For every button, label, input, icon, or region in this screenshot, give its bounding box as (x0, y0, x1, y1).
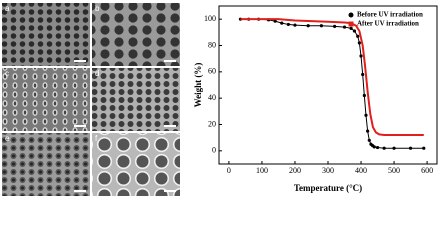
data-point (359, 54, 363, 58)
data-point (367, 138, 371, 142)
series-line (240, 18, 424, 149)
x-tick-label: 0 (227, 166, 231, 175)
scale-bar (164, 190, 176, 192)
x-tick-label: 600 (421, 166, 433, 175)
data-point (352, 29, 357, 33)
data-point (372, 145, 376, 149)
data-point (333, 24, 337, 29)
data-point (422, 146, 426, 150)
scale-bar (74, 60, 86, 62)
sem-image (92, 68, 180, 131)
x-tick-label: 100 (256, 166, 268, 175)
data-point (342, 25, 347, 29)
data-point (293, 23, 297, 27)
panel-label: b (95, 4, 100, 13)
x-axis-label: Temperature (°C) (294, 183, 362, 193)
plot-frame (218, 5, 438, 165)
data-point (319, 24, 323, 28)
data-point (364, 113, 368, 117)
sem-image (2, 3, 90, 66)
y-tick-label: 60 (208, 67, 216, 76)
y-tick-label: 80 (208, 40, 216, 49)
data-point (280, 21, 284, 25)
data-point (408, 146, 413, 150)
legend-marker (348, 12, 354, 18)
data-point (392, 146, 396, 150)
data-point (306, 24, 310, 28)
y-tick-label: 0 (212, 146, 216, 155)
data-point (361, 72, 365, 77)
y-tick-label: 100 (204, 14, 216, 23)
y-tick-label: 20 (208, 119, 216, 128)
panel-label: e (5, 134, 10, 143)
sem-image (2, 68, 90, 131)
scale-bar (164, 60, 176, 62)
panel-label: c (5, 69, 9, 78)
data-point (357, 41, 361, 45)
sem-image (92, 133, 180, 196)
y-tick-label: 40 (208, 93, 216, 102)
data-point (273, 19, 277, 23)
x-tick-label: 400 (355, 166, 367, 175)
legend-label: After UV irradiation (357, 20, 419, 28)
scale-bar (74, 125, 86, 127)
panel-label: f (95, 134, 98, 143)
data-point (375, 145, 380, 150)
x-tick-label: 300 (322, 166, 334, 175)
data-point (362, 93, 366, 98)
x-tick-label: 500 (388, 166, 400, 175)
data-point (366, 129, 370, 133)
legend-label: Before UV irradiation (357, 11, 423, 19)
scale-bar (164, 125, 176, 127)
scale-bar (74, 190, 86, 192)
data-point (286, 22, 290, 27)
x-tick-label: 200 (289, 166, 301, 175)
series-line (240, 18, 424, 137)
sem-image (2, 133, 90, 196)
panel-label: d (95, 69, 99, 78)
figure: a b c d e f 0 100 200 300 400 500 600 0 20 40 60 80 100 Tem… (2, 3, 438, 196)
data-point (356, 34, 360, 38)
legend-marker (348, 21, 354, 27)
sem-image (92, 3, 180, 66)
y-axis-label: Weight (%) (193, 63, 203, 108)
data-point (382, 146, 386, 150)
data-point (349, 26, 353, 30)
panel-label: a (5, 4, 10, 13)
image-panels (2, 3, 180, 196)
